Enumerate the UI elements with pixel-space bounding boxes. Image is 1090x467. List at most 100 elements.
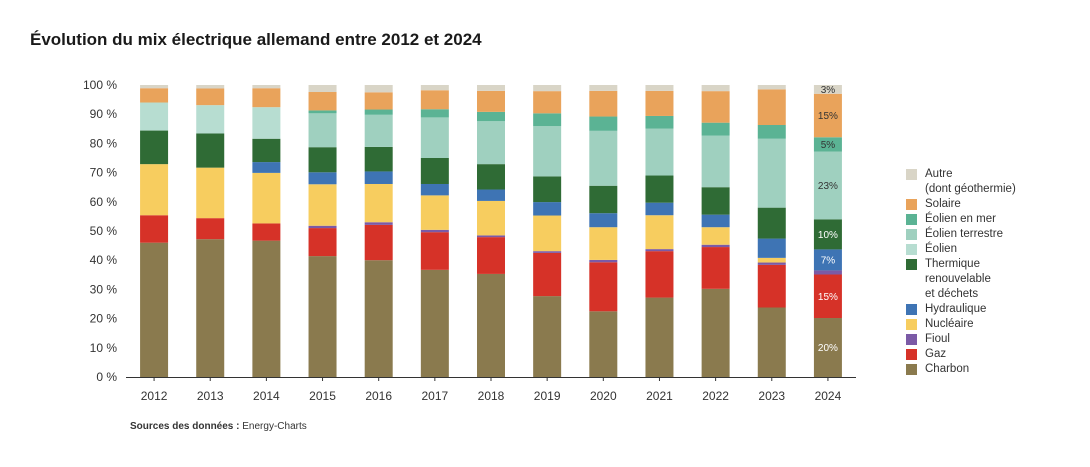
bar-segment [645,85,674,91]
bar-segment [420,269,449,377]
legend-label: Éolien terrestre [925,228,1003,240]
x-tick-label: 2022 [702,389,729,403]
bar-segment [252,172,281,224]
bar-segment [533,176,562,203]
x-tick-label: 2020 [590,389,617,403]
y-tick-label: 50 % [90,224,118,238]
bar-segment [533,113,562,127]
legend-label: Solaire [925,198,961,210]
bar-segment [364,85,393,93]
legend-label: Hydraulique [925,303,987,315]
x-tick-label: 2018 [478,389,505,403]
bar-segment [420,109,449,118]
bar-segment [645,90,674,116]
bar-segment [308,172,337,185]
bar-segment [308,228,337,257]
bar-segment [364,146,393,172]
bar-segment [757,307,786,377]
data-label: 15% [818,111,838,122]
bar-segment [308,85,337,93]
x-tick-label: 2017 [421,389,448,403]
bar-segment [196,88,225,106]
x-axis: 2012 2013 2014 2015 2016 2017 2018 2019 2020 2021… [141,377,842,403]
legend-item: Éolien en mer [906,212,1016,227]
x-tick-label: 2021 [646,389,673,403]
bar-segment [757,138,786,208]
bar-segment [308,256,337,377]
bar-segment [589,262,618,312]
bar-segment [701,244,730,248]
legend-swatch [906,229,917,240]
y-tick-label: 20 % [90,312,118,326]
x-tick-label: 2016 [365,389,392,403]
legend-swatch [906,199,917,210]
bar-segment [533,296,562,377]
bar-segment [364,224,393,261]
bar-segment [757,207,786,239]
bar-segment [701,227,730,245]
bar-segment [420,117,449,158]
data-label: 20% [818,343,838,354]
legend-item: Charbon [906,362,1016,377]
legend-label: Éolien [925,243,957,255]
legend-item: Solaire [906,197,1016,212]
y-tick-label: 10 % [90,341,118,355]
legend-label: Éolien en mer [925,213,996,225]
legend-item: Éolien terrestre [906,227,1016,242]
bar-segment [364,171,393,184]
bar-segment [757,85,786,90]
y-tick-label: 90 % [90,107,118,121]
bar-segment [420,183,449,196]
legend-swatch [906,304,917,315]
y-tick-label: 100 % [83,78,117,92]
bar-segment [477,85,505,91]
bar-segment [477,111,505,122]
bar-segment [813,274,842,319]
bar-segment [757,262,786,265]
bar-segment [589,116,618,131]
bar-segment [757,264,786,308]
legend: Autre (dont géothermie) Solaire Éolien en … [906,167,1016,377]
bar-segment [252,162,281,173]
legend-swatch [906,169,917,180]
bar-segment [196,133,225,168]
bar-segment [589,311,618,377]
bar-segment [701,122,730,136]
legend-item: Éolien [906,242,1016,257]
bar-segment [364,92,393,110]
source-value: Energy-Charts [242,421,307,432]
legend-swatch [906,349,917,360]
bar-segment [589,259,618,263]
bar-segment [757,125,786,139]
bar-segment [308,184,337,226]
y-axis: 0 % 10 % 20 % 30 % 40 % 50 % 60 % 70 % 80 % 90 % 1… [83,78,117,384]
bar-segment [140,102,169,131]
data-label: 23% [818,181,838,192]
bar-segment [308,113,337,148]
x-tick-label: 2019 [534,389,561,403]
bar-segment [589,85,618,91]
legend-item: Thermique renouvelable et déchets [906,257,1016,302]
y-tick-label: 40 % [90,253,118,267]
bar-segment [308,110,337,114]
bar-segment [813,151,842,220]
bars [126,85,856,378]
bar-segment [813,318,842,377]
legend-item: Fioul [906,332,1016,347]
bar-segment [813,249,842,271]
bar-segment [140,88,169,103]
bar-segment [140,130,169,165]
x-tick-label: 2013 [197,389,224,403]
bar-segment [701,135,730,188]
bar-segment [589,185,618,214]
legend-item: Nucléaire [906,317,1016,332]
y-tick-label: 60 % [90,195,118,209]
bar-segment [252,88,281,108]
data-label: 10% [818,230,838,241]
x-tick-label: 2014 [253,389,280,403]
chart-title: Évolution du mix électrique allemand ent… [30,30,482,49]
data-label: 7% [821,255,836,266]
bar-segment [477,164,505,190]
bar-segment [645,297,674,377]
bar-segment [364,114,393,147]
